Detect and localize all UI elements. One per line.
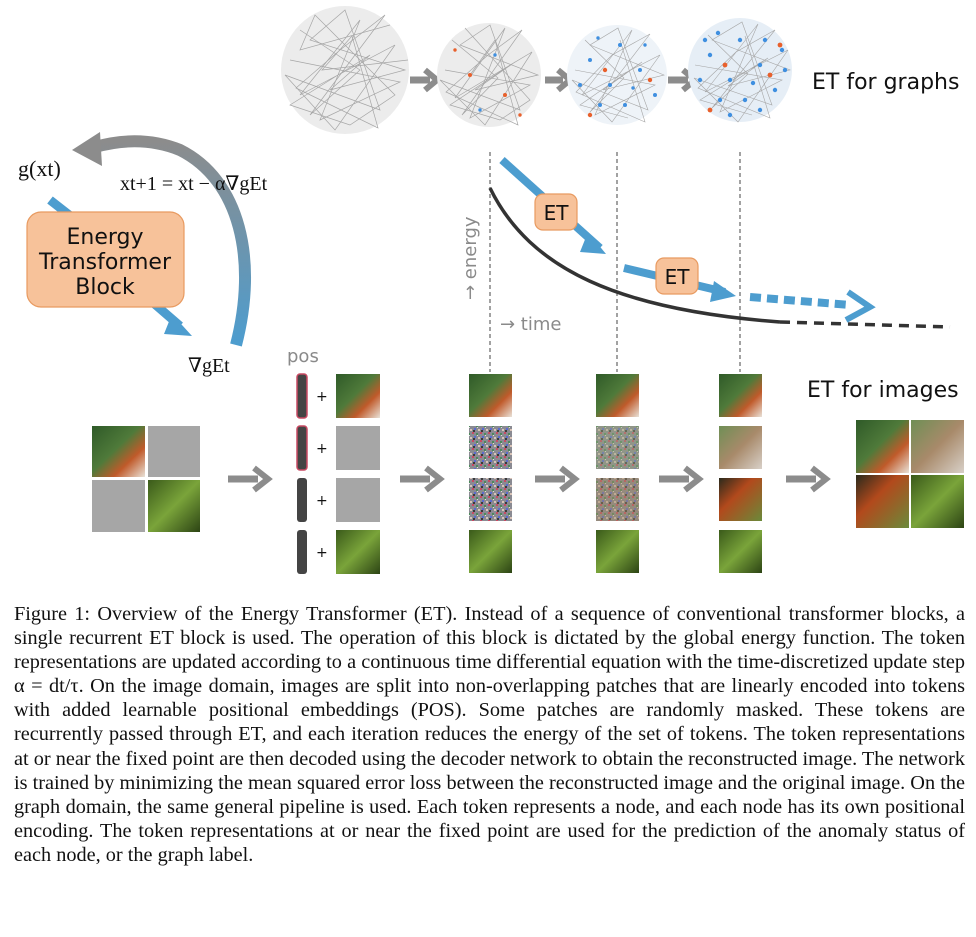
tokens-step-1 (469, 374, 512, 573)
caption-text: Overview of the Energy Transformer (ET).… (14, 603, 965, 866)
energy-axis-label: → energy (460, 216, 481, 300)
et-descent-arrows (499, 157, 876, 323)
et-box-2: ET (655, 257, 699, 295)
graph-2 (567, 25, 667, 125)
pos-embedding-3 (297, 478, 307, 522)
plus-3: + (316, 493, 328, 509)
pos-label: pos (287, 346, 319, 367)
et-for-images-label: ET for images (807, 378, 959, 403)
reconstructed-image (856, 420, 964, 528)
positional-tokens: + + + + (296, 373, 380, 574)
energy-transformer-block (26, 211, 185, 308)
block-label-line-3: Block (75, 275, 135, 300)
arrow-image-4 (659, 465, 704, 493)
figure-label: Figure 1: (14, 603, 91, 625)
arrow-image-2 (400, 465, 445, 493)
tokens-step-2 (596, 374, 639, 573)
et-for-graphs-label: ET for graphs (812, 70, 959, 95)
arrow-graph-2 (545, 67, 575, 93)
et-label-2: ET (665, 265, 691, 289)
input-masked-image (92, 426, 200, 532)
time-axis-label: → time (500, 314, 561, 335)
plus-1: + (316, 389, 328, 405)
graph-1 (437, 23, 541, 127)
arrow-image-1 (228, 465, 273, 493)
update-rule: xt+1 = xt − α∇gEt (120, 173, 268, 195)
plus-4: + (316, 545, 328, 561)
arrow-graph-1 (410, 67, 442, 93)
graph-sequence: ET for graphs (281, 6, 959, 134)
block-label-line-2: Transformer (38, 250, 172, 275)
et-block-loop: Energy Transformer Block g(xt) xt+1 = xt… (18, 132, 268, 377)
et-label-1: ET (544, 201, 570, 225)
energy-plot: → energy → time (460, 187, 951, 335)
pos-embedding-1 (296, 373, 308, 419)
plus-2: + (316, 441, 328, 457)
pos-embedding-2 (296, 425, 308, 471)
figure-caption: Figure 1: Overview of the Energy Transfo… (14, 602, 965, 867)
block-label-line-1: Energy (66, 225, 143, 250)
et-box-1: ET (534, 193, 578, 231)
figure-1: ET for graphs → energy → time ET ET (18, 6, 964, 574)
energy-gradient-label: ∇gEt (188, 355, 230, 377)
pos-embedding-4 (297, 530, 307, 574)
g-of-x-label: g(xt) (18, 156, 61, 181)
arrow-image-5 (786, 465, 831, 493)
arrow-image-3 (535, 465, 580, 493)
graph-3 (688, 18, 792, 123)
graph-0 (281, 6, 409, 134)
tokens-step-3 (719, 374, 762, 573)
